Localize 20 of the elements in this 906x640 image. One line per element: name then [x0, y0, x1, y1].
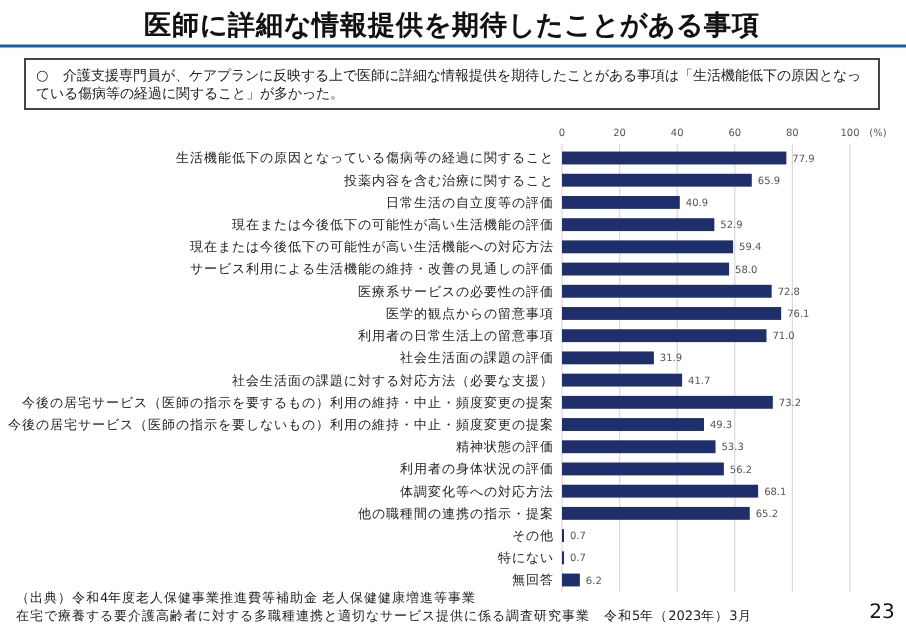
bar [562, 506, 750, 520]
chart-title: 医師に詳細な情報提供を期待したことがある事項 [144, 10, 760, 42]
bar [562, 440, 716, 454]
text: 23 [869, 602, 895, 624]
bar [562, 351, 654, 365]
bar [562, 284, 772, 298]
bar [562, 240, 734, 254]
bar [562, 484, 759, 498]
bar [562, 462, 724, 476]
bar [562, 573, 580, 587]
bar [562, 329, 767, 343]
bar [562, 418, 704, 431]
bar [562, 173, 752, 187]
bar [562, 262, 730, 276]
bar [562, 373, 683, 387]
bar [562, 195, 680, 209]
bar [562, 307, 782, 320]
bar [562, 218, 715, 232]
bar [562, 151, 787, 165]
bar [562, 395, 773, 409]
